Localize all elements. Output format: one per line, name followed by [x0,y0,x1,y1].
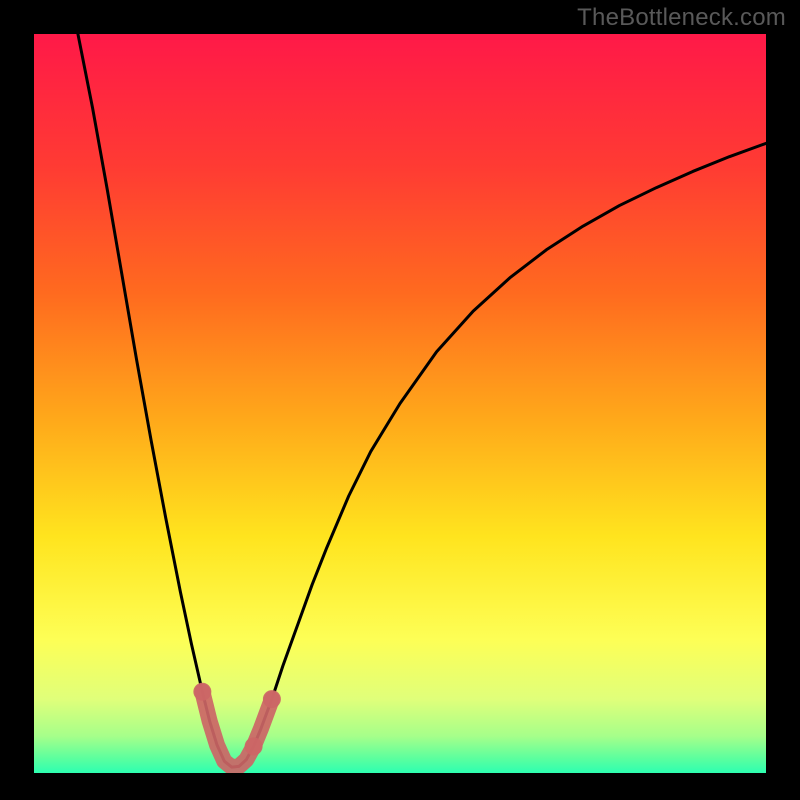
overlay-marker [245,737,263,755]
overlay-path [202,692,272,767]
watermark-text: TheBottleneck.com [577,4,786,32]
curve-layer [34,34,766,773]
overlay-marker [193,683,211,701]
overlay-marker [263,690,281,708]
bottleneck-curve [78,34,766,767]
chart-frame: TheBottleneck.com [0,0,800,800]
plot-area [34,34,766,773]
